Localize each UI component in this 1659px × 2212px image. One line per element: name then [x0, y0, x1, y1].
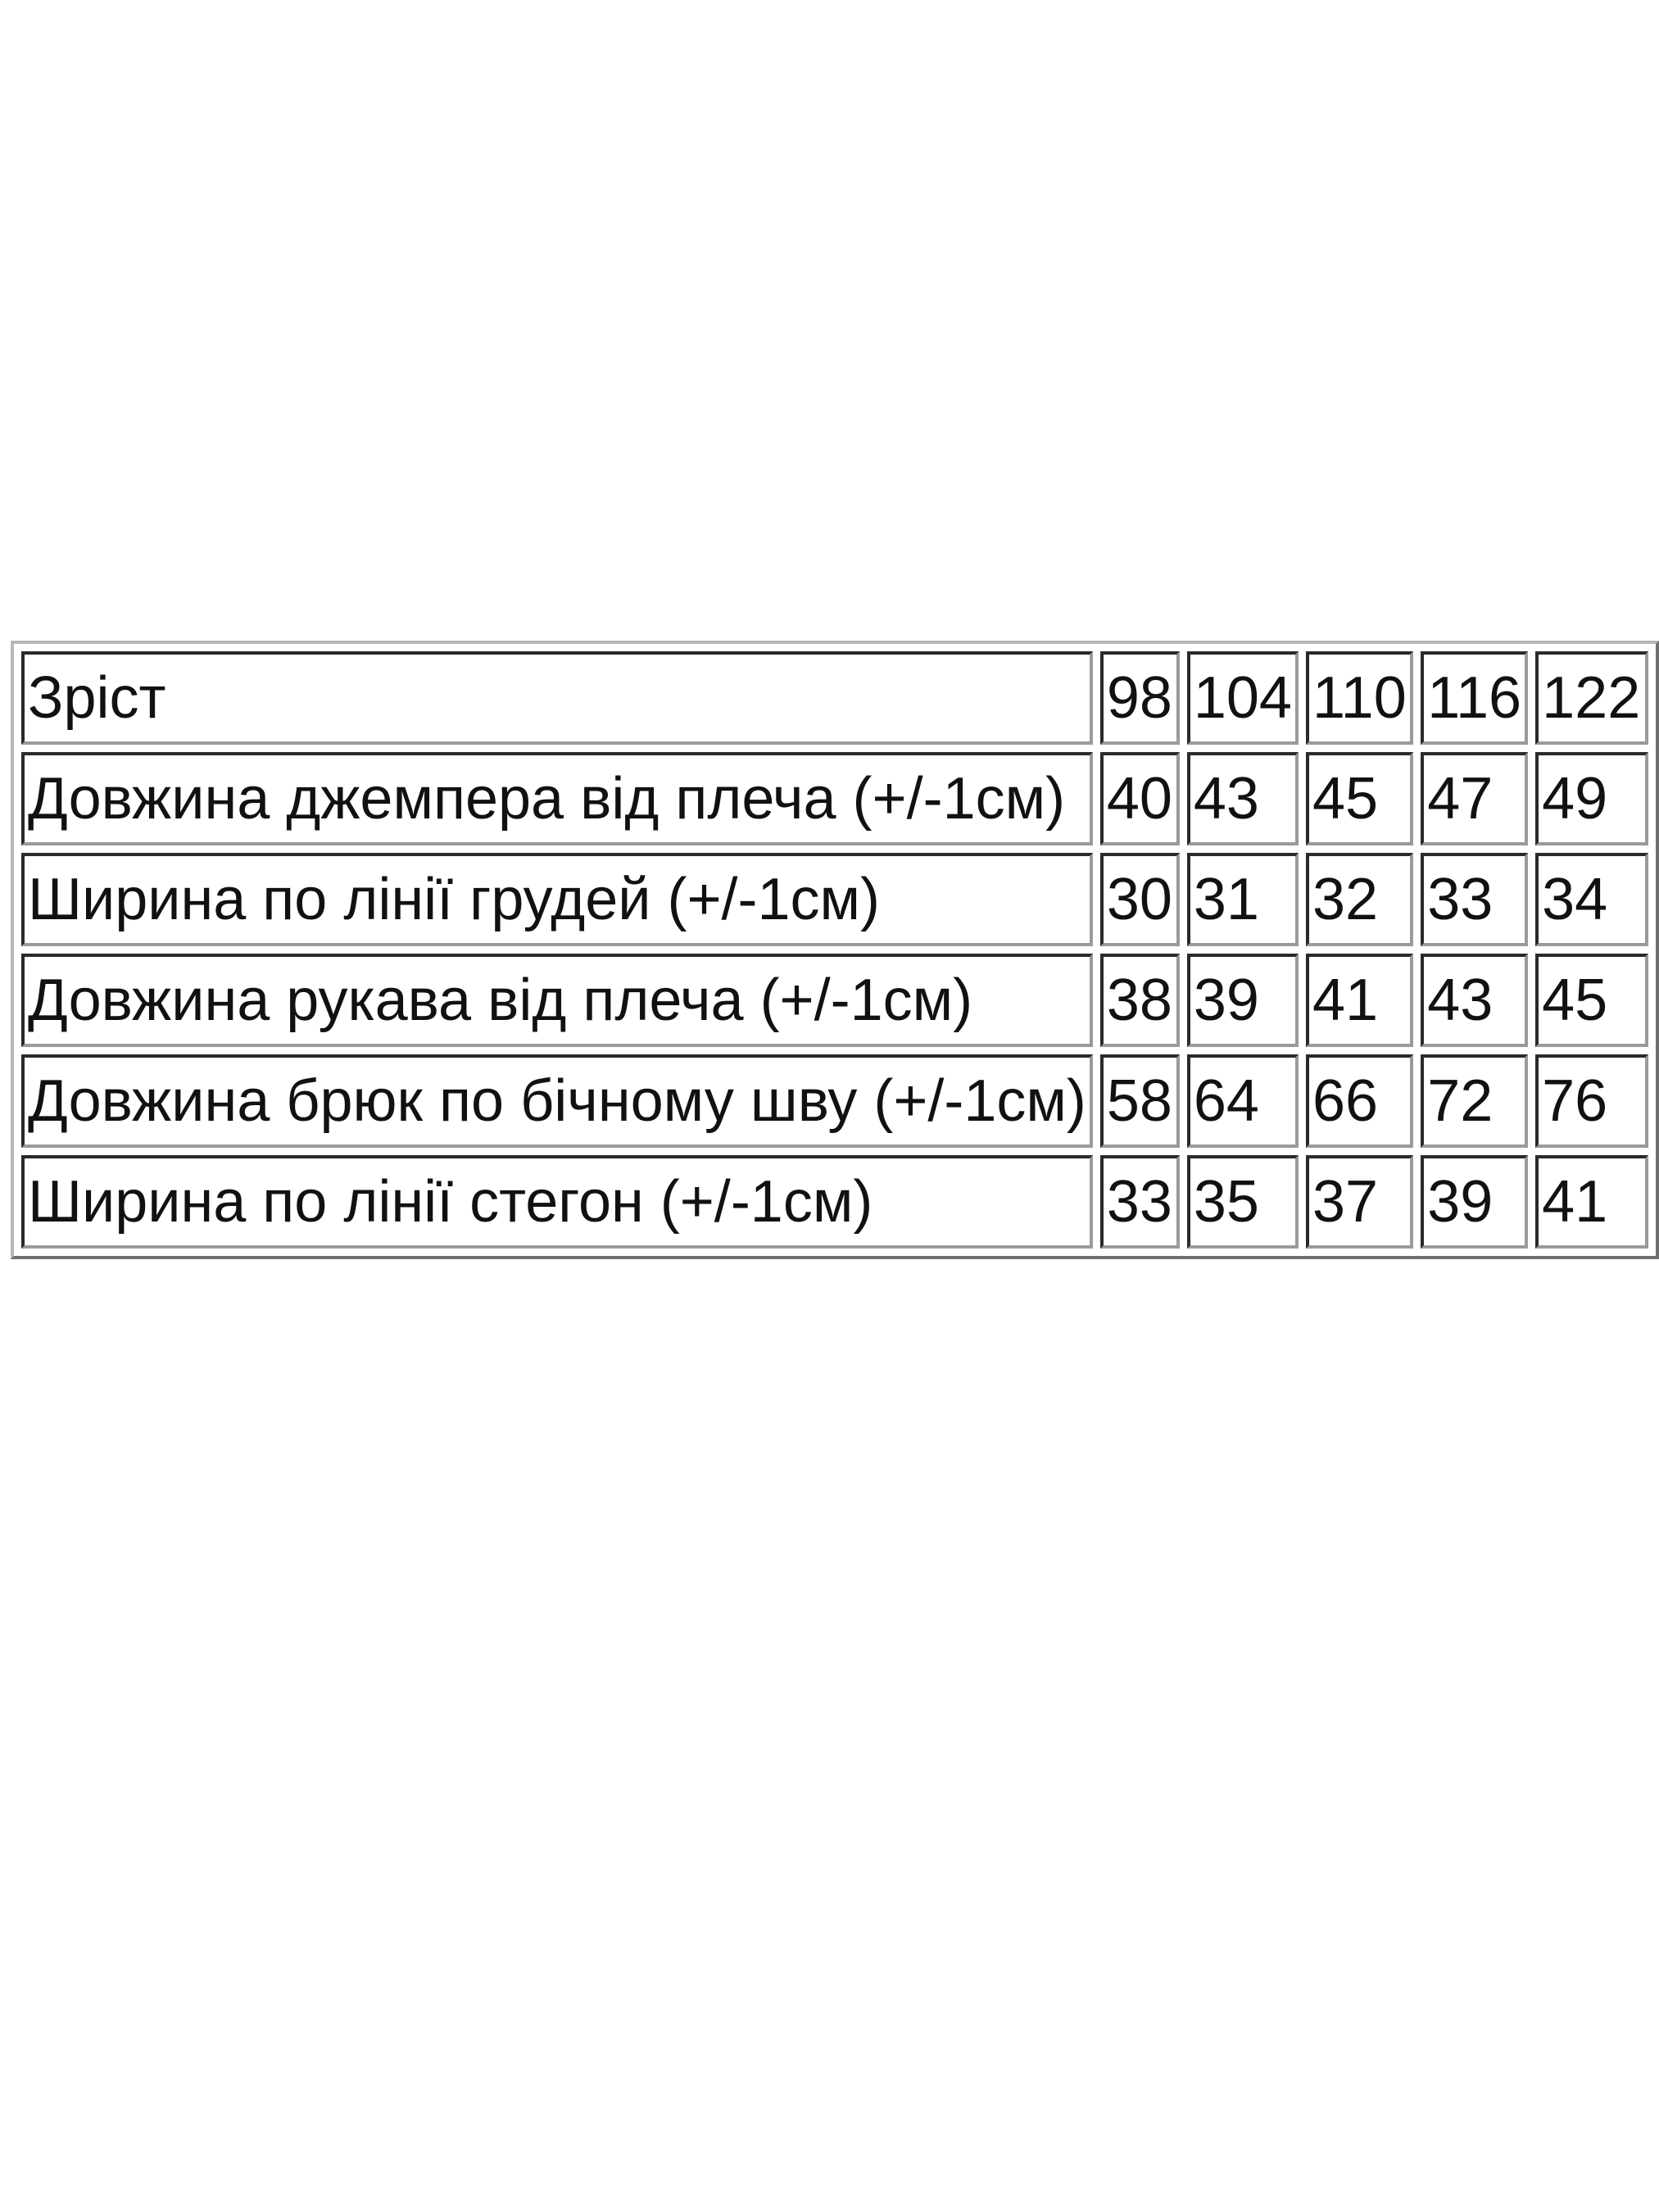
- measurement-value: 58: [1099, 1054, 1180, 1148]
- size-cell: 116: [1421, 651, 1529, 745]
- table-row: Ширина по лінії стегон (+/-1см) 33 35 37 39 4…: [21, 1155, 1648, 1249]
- measurement-value: 41: [1535, 1155, 1648, 1249]
- size-chart-table: Зріст 98 104 110 116 122 Довжина джемпер…: [11, 641, 1659, 1259]
- measurement-value: 32: [1305, 853, 1414, 946]
- size-cell: 122: [1535, 651, 1648, 745]
- measurement-value: 33: [1099, 1155, 1180, 1249]
- measurement-value: 41: [1305, 954, 1414, 1047]
- measurement-label: Довжина джемпера від плеча (+/-1см): [21, 752, 1093, 845]
- measurement-value: 45: [1535, 954, 1648, 1047]
- table-row: Довжина рукава від плеча (+/-1см) 38 39 41 4…: [21, 954, 1648, 1047]
- measurement-label: Ширина по лінії стегон (+/-1см): [21, 1155, 1093, 1249]
- measurement-value: 43: [1186, 752, 1299, 845]
- table-row: Довжина брюк по бічному шву (+/-1см) 58 64…: [21, 1054, 1648, 1148]
- measurement-value: 31: [1186, 853, 1299, 946]
- measurement-value: 64: [1186, 1054, 1299, 1148]
- size-cell: 104: [1186, 651, 1299, 745]
- table-row: Ширина по лінії грудей (+/-1см) 30 31 32 33 3…: [21, 853, 1648, 946]
- measurement-value: 38: [1099, 954, 1180, 1047]
- size-cell: 98: [1099, 651, 1180, 745]
- measurement-value: 72: [1421, 1054, 1529, 1148]
- size-cell: 110: [1305, 651, 1414, 745]
- measurement-value: 43: [1421, 954, 1529, 1047]
- measurement-value: 76: [1535, 1054, 1648, 1148]
- measurement-value: 30: [1099, 853, 1180, 946]
- measurement-value: 35: [1186, 1155, 1299, 1249]
- measurement-value: 45: [1305, 752, 1414, 845]
- measurement-value: 39: [1421, 1155, 1529, 1249]
- measurement-value: 66: [1305, 1054, 1414, 1148]
- table-row: Довжина джемпера від плеча (+/-1см) 40 43 4…: [21, 752, 1648, 845]
- measurement-value: 40: [1099, 752, 1180, 845]
- measurement-label: Ширина по лінії грудей (+/-1см): [21, 853, 1093, 946]
- measurement-value: 33: [1421, 853, 1529, 946]
- measurement-value: 39: [1186, 954, 1299, 1047]
- measurement-value: 34: [1535, 853, 1648, 946]
- measurement-value: 47: [1421, 752, 1529, 845]
- measurement-label: Довжина рукава від плеча (+/-1см): [21, 954, 1093, 1047]
- table-row-header: Зріст 98 104 110 116 122: [21, 651, 1648, 745]
- measurement-value: 49: [1535, 752, 1648, 845]
- measurement-value: 37: [1305, 1155, 1414, 1249]
- measurement-label: Довжина брюк по бічному шву (+/-1см): [21, 1054, 1093, 1148]
- header-label: Зріст: [21, 651, 1093, 745]
